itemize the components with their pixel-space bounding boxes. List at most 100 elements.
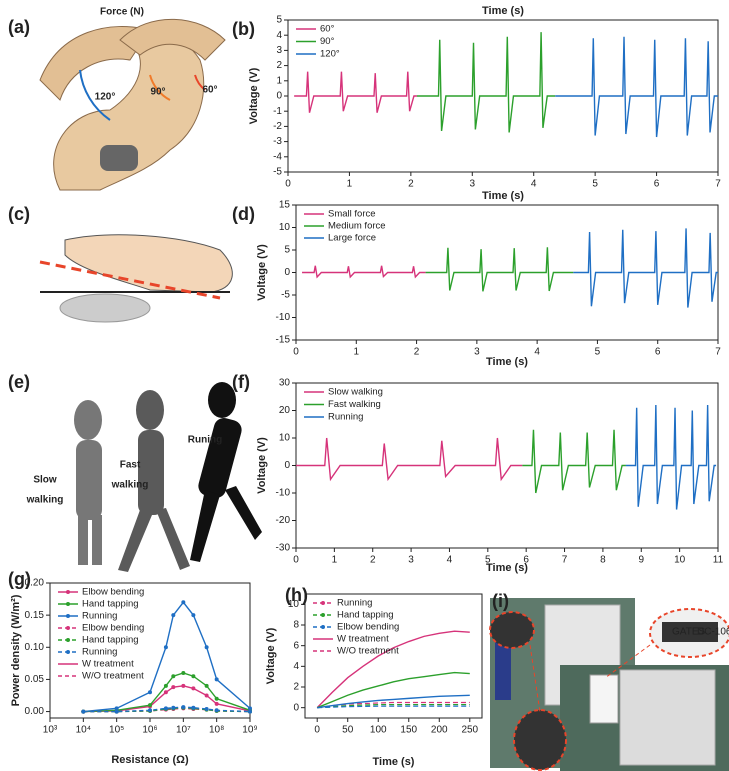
data-point (204, 693, 209, 698)
x-tick-label: 2 (414, 347, 420, 358)
y-tick-label: -1 (273, 106, 282, 117)
y-tick-label: 4 (293, 661, 299, 672)
chart-header: Time (s) (482, 5, 524, 17)
x-tick-label: 2 (408, 179, 414, 190)
legend-marker (66, 614, 70, 618)
legend-label: W treatment (82, 659, 134, 670)
x-tick-label: 1 (354, 347, 360, 358)
data-line (83, 601, 251, 713)
legend-marker (321, 625, 325, 629)
x-tick-label: 11 (713, 555, 724, 566)
y-tick-label: -10 (276, 488, 291, 499)
x-tick-label: 1 (332, 555, 338, 566)
legend-marker (66, 602, 70, 606)
legend-marker (66, 650, 70, 654)
data-line (555, 36, 718, 138)
data-point (191, 674, 196, 679)
panel-label: (i) (492, 591, 509, 611)
data-point (171, 613, 176, 618)
y-tick-label: -5 (281, 290, 290, 301)
data-line (522, 429, 626, 494)
y-axis-label: Voltage (V) (265, 627, 277, 684)
data-line (83, 672, 251, 713)
data-point (214, 701, 219, 706)
y-tick-label: 15 (279, 200, 291, 211)
panel-label: (f) (232, 372, 250, 392)
data-point (81, 709, 86, 714)
data-line (317, 694, 470, 709)
y-tick-label: 0 (293, 702, 299, 713)
gait-label: walking (111, 480, 149, 491)
data-line (425, 247, 574, 292)
y-tick-label: 0.00 (25, 706, 45, 717)
finger-illustration (39, 234, 233, 323)
data-point (204, 645, 209, 650)
gait-label: Fast (120, 460, 141, 471)
y-tick-label: 3 (276, 45, 282, 56)
legend-label: W treatment (337, 634, 389, 645)
legend-label: Running (337, 598, 372, 609)
data-line (417, 32, 556, 133)
y-tick-label: 10 (288, 599, 300, 610)
legend-label: W/O treatment (82, 671, 144, 682)
data-point (181, 705, 186, 710)
x-tick-label: 6 (655, 347, 661, 358)
x-tick-label: 2 (370, 555, 376, 566)
data-line (316, 671, 470, 709)
x-tick-label: 0 (285, 179, 291, 190)
data-point (171, 685, 176, 690)
legend-marker (321, 601, 325, 605)
data-point (191, 613, 196, 618)
data-point (171, 705, 176, 710)
x-tick-label: 5 (592, 179, 598, 190)
data-point (163, 645, 168, 650)
x-tick-label: 4 (531, 179, 537, 190)
x-tick-label: 10 (674, 555, 686, 566)
panel-label: (h) (285, 585, 308, 605)
panel-label: (b) (232, 19, 255, 39)
y-tick-label: -3 (273, 136, 282, 147)
legend-label: Large force (328, 233, 376, 244)
data-point (114, 706, 119, 711)
y-axis-label: Voltage (V) (256, 437, 268, 494)
data-point (204, 707, 209, 711)
data-line (302, 265, 426, 279)
data-line-wo (317, 705, 470, 709)
data-point (148, 708, 152, 713)
y-tick-label: 5 (276, 15, 282, 26)
panel-label: (g) (8, 569, 31, 589)
data-point (163, 706, 168, 711)
y-tick-label: 1 (276, 75, 282, 86)
y-tick-label: 10 (279, 222, 291, 233)
legend-marker (66, 626, 70, 630)
x-tick-label: 1 (347, 179, 353, 190)
x-tick-label: 6 (523, 555, 529, 566)
y-axis-label: Power density (W/m²) (10, 594, 22, 706)
legend-marker (321, 613, 325, 617)
data-line (294, 71, 417, 113)
x-tick-label: 10³ (43, 725, 58, 736)
y-axis-label: Voltage (V) (256, 244, 268, 301)
data-point (163, 683, 168, 688)
data-line (316, 630, 470, 709)
x-tick-label: 10⁷ (176, 725, 191, 736)
x-tick-label: 10⁶ (142, 725, 157, 736)
y-tick-label: 10 (279, 433, 291, 444)
x-axis-label: Time (s) (486, 356, 528, 368)
data-line (83, 706, 251, 713)
y-tick-label: -2 (273, 121, 282, 132)
x-axis-label: Time (s) (486, 562, 528, 574)
data-point (248, 709, 252, 714)
x-tick-label: 10⁸ (209, 725, 224, 736)
x-tick-label: 10⁵ (109, 725, 124, 736)
plot-frame (304, 593, 483, 719)
y-tick-label: 20 (279, 405, 291, 416)
panel-label: (a) (8, 17, 30, 37)
x-tick-label: 4 (447, 555, 453, 566)
x-tick-label: 8 (600, 555, 606, 566)
x-tick-label: 5 (595, 347, 601, 358)
angle-label: 120° (95, 92, 116, 103)
x-tick-label: 10⁴ (76, 725, 91, 736)
y-tick-label: -10 (276, 312, 291, 323)
x-tick-label: 100 (370, 725, 387, 736)
